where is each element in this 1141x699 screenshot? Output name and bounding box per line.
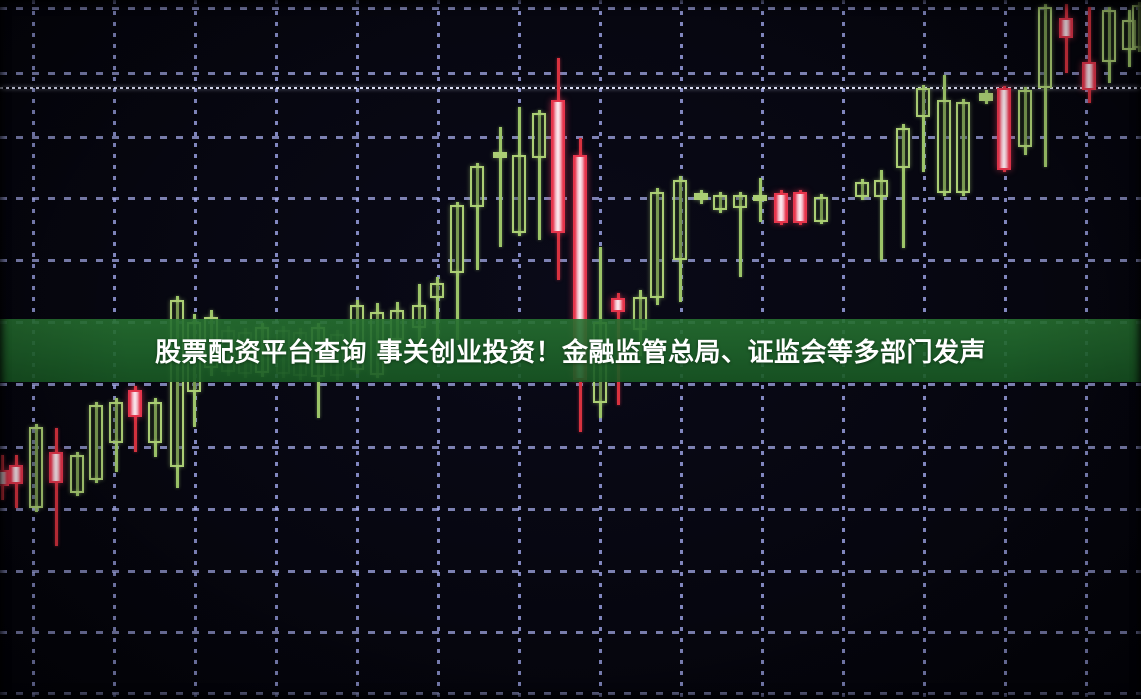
candle-body [916,88,930,117]
candle-body [0,470,9,486]
candle-body [512,155,526,233]
candle-wick [1024,87,1027,155]
candle-wick [76,452,79,496]
grid-hline [0,7,1141,10]
candle-wick [134,386,137,452]
candle-body [650,192,664,298]
headline-text: 股票配资平台查询 事关创业投资！金融监管总局、证监会等多部门发声 [154,338,987,368]
grid-hline [0,631,1141,634]
candle-body [128,390,142,417]
grid-hline [0,508,1141,511]
candle-wick [518,107,521,236]
candle-body [70,455,84,493]
candle-wick [538,110,541,240]
candle-body [1018,90,1032,147]
candle-wick [418,284,421,350]
grid-hline [0,446,1141,449]
candle-wick [95,402,98,483]
candle-body [874,180,888,197]
candle-body [1059,18,1073,38]
candle-body [148,402,162,443]
candle-body [997,88,1011,170]
candle-body [611,298,625,312]
candle-body [694,193,708,200]
candle-wick [35,424,38,512]
candle-wick [679,176,682,302]
candle-wick [719,192,722,213]
candle-wick [820,194,823,224]
candle-wick [1088,7,1091,103]
candle-wick [1128,10,1131,67]
candle-wick [656,188,659,305]
candle-wick [115,398,118,472]
grid-hline [0,259,1141,262]
candle-body [979,93,993,101]
candle-body [753,195,767,201]
candle-wick [436,277,439,345]
candle-body [49,452,63,483]
candle-wick [861,179,864,200]
candle-body [450,205,464,273]
grid-hline [0,72,1141,75]
grid-hline [0,570,1141,573]
candle-body [9,465,23,484]
candle-body [713,195,727,210]
candle-body [109,402,123,443]
candle-body [532,113,546,158]
candle-wick [476,163,479,270]
candle-wick [943,75,946,196]
grid-hline [0,197,1141,200]
candle-body [855,182,869,197]
candle-wick [962,99,965,196]
candle-wick [922,85,925,172]
candle-body [956,102,970,193]
candle-body [793,192,807,223]
candle-wick [1065,4,1068,73]
candle-wick [1044,4,1047,167]
candle-body [89,405,103,480]
candle-body [1132,5,1141,48]
candle-body [896,128,910,168]
reference-line [0,87,1141,89]
candle-wick [499,127,502,247]
candle-body [430,283,444,298]
candle-wick [55,428,58,546]
candle-body [1082,62,1096,90]
candle-wick [739,192,742,277]
candle-body [733,195,747,208]
candle-wick [1108,7,1111,83]
candle-wick [176,296,179,488]
candle-body [774,193,788,223]
candle-body [673,180,687,260]
grid-hline [0,136,1141,139]
grid-hline [0,692,1141,695]
candle-wick [880,170,883,260]
candle-body [937,100,951,193]
candle-body [493,152,507,158]
grid-hline [0,383,1141,386]
candle-body [551,100,565,233]
candle-wick [1138,2,1141,52]
candle-wick [902,124,905,248]
candle-body [470,166,484,207]
candle-body [1038,7,1052,88]
candle-body [814,197,828,222]
headline-banner: 股票配资平台查询 事关创业投资！金融监管总局、证监会等多部门发声 [0,319,1141,382]
candle-body [29,427,43,508]
candle-wick [154,398,157,457]
candle-body [1102,10,1116,62]
